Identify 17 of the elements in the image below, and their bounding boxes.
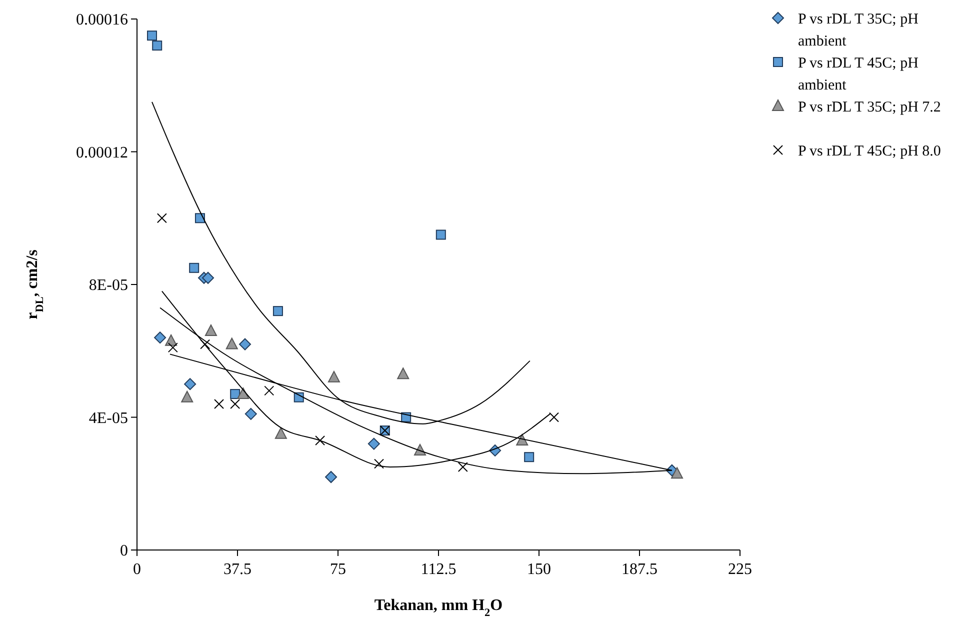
x-axis-title: Tekanan, mm H$_{2}$O (374, 597, 503, 619)
legend-label: P vs rDL T 35C; pH ambient (798, 11, 919, 50)
x-tick-label: 112.5 (420, 561, 456, 578)
y-tick-label: 0 (120, 542, 128, 560)
x-tick-label: 150 (527, 561, 551, 578)
legend-label: P vs rDL T 45C; pH ambient (798, 55, 919, 94)
y-tick-label: 4E-05 (88, 410, 128, 427)
y-tick-label: 0.00016 (76, 12, 128, 29)
x-tick-label: 225 (728, 561, 752, 578)
legend-label: P vs rDL T 45C; pH 8.0 (798, 143, 941, 160)
x-tick-label: 75 (330, 561, 346, 578)
x-tick-label: 187.5 (622, 561, 658, 578)
legend-label: P vs rDL T 35C; pH 7.2 (798, 99, 941, 116)
y-tick-label: 0.00012 (76, 144, 128, 162)
x-tick-label: 37.5 (224, 561, 252, 578)
x-tick-label: 0 (133, 561, 141, 578)
y-tick-label: 8E-05 (88, 277, 128, 294)
